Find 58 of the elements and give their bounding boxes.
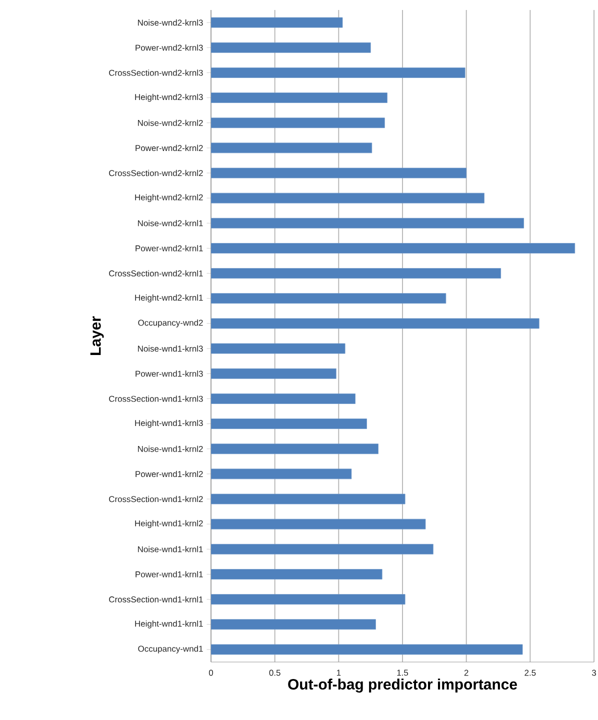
x-tick-label: 3 [592, 670, 596, 676]
y-tick-label: CrossSection-wnd2-krnl2 [109, 170, 203, 176]
y-tick-label: CrossSection-wnd1-krnl2 [109, 496, 203, 502]
y-tick-label: Noise-wnd1-krnl3 [138, 345, 203, 352]
bar [211, 368, 336, 379]
y-tick-label: Noise-wnd2-krnl3 [138, 19, 203, 26]
bar [211, 243, 576, 254]
bar [211, 619, 376, 630]
y-axis-title: Layer [90, 316, 104, 355]
y-tick-label: Noise-wnd2-krnl1 [138, 220, 203, 226]
bar [211, 494, 406, 504]
x-axis-title: Out-of-bag predictor importance [288, 678, 517, 693]
y-tick-label: Power-wnd2-krnl1 [136, 245, 203, 252]
bar [211, 293, 446, 304]
bar [211, 142, 372, 154]
x-tick-label: 0 [208, 670, 214, 676]
x-tick-label: 2.5 [524, 670, 536, 676]
bar [211, 218, 524, 228]
y-tick-label: Power-wnd2-krnl2 [136, 144, 203, 152]
y-tick-label: Height-wnd2-krnl2 [135, 194, 203, 202]
bar [211, 67, 466, 78]
bar [211, 569, 382, 580]
bar [211, 42, 371, 53]
y-tick-label: Occupancy-wnd2 [138, 320, 203, 328]
bar [211, 192, 484, 204]
y-tick-label: Height-wnd1-krnl3 [135, 420, 203, 428]
y-tick-label: Noise-wnd2-krnl2 [138, 120, 203, 126]
bar [211, 644, 523, 655]
y-tick-label: Height-wnd1-krnl2 [135, 520, 203, 528]
y-tick-label: Height-wnd1-krnl1 [135, 620, 203, 628]
bar [211, 594, 406, 605]
x-tick-label: 0.5 [269, 670, 280, 676]
y-tick-label: Power-wnd1-krnl2 [136, 470, 203, 478]
bar [211, 268, 502, 279]
bar [211, 118, 385, 128]
bar [211, 418, 367, 429]
y-tick-label: CrossSection-wnd2-krnl3 [109, 70, 203, 76]
x-tick-label: 1 [336, 670, 341, 676]
y-tick-label: CrossSection-wnd2-krnl1 [109, 270, 203, 276]
y-tick-label: CrossSection-wnd1-krnl1 [109, 596, 203, 602]
y-tick-label: Power-wnd2-krnl3 [136, 44, 203, 51]
bar [211, 92, 388, 103]
bar [211, 518, 426, 530]
bar [211, 544, 434, 554]
y-tick-label: Height-wnd2-krnl3 [135, 94, 203, 102]
x-tick-label: 2 [464, 670, 468, 676]
y-tick-label: Power-wnd1-krnl3 [136, 370, 203, 377]
y-tick-label: Height-wnd2-krnl1 [135, 294, 203, 302]
x-tick-label: 1.5 [397, 670, 408, 676]
y-tick-label: CrossSection-wnd1-krnl3 [109, 396, 203, 402]
y-tick-label: Occupancy-wnd1 [138, 646, 203, 654]
bar [211, 168, 467, 178]
bar [211, 394, 356, 404]
y-tick-label: Noise-wnd1-krnl2 [138, 446, 203, 452]
bar [211, 318, 540, 329]
y-tick-label: Power-wnd1-krnl1 [136, 571, 203, 578]
y-tick-label: Noise-wnd1-krnl1 [138, 546, 203, 552]
bar [211, 444, 378, 454]
